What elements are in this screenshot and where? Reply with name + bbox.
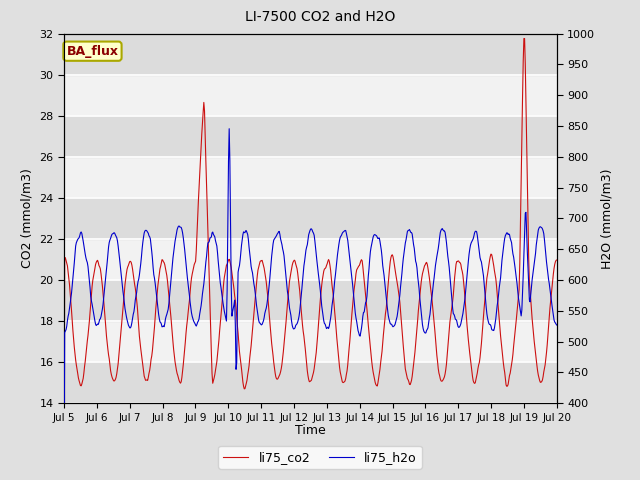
Text: LI-7500 CO2 and H2O: LI-7500 CO2 and H2O — [245, 10, 395, 24]
Bar — [64, 116, 557, 157]
Text: BA_flux: BA_flux — [67, 45, 118, 58]
Bar — [64, 362, 557, 403]
X-axis label: Time: Time — [295, 424, 326, 437]
Bar — [64, 34, 557, 75]
Y-axis label: CO2 (mmol/m3): CO2 (mmol/m3) — [20, 168, 34, 268]
Y-axis label: H2O (mmol/m3): H2O (mmol/m3) — [601, 168, 614, 269]
Bar — [64, 198, 557, 239]
Bar — [64, 280, 557, 321]
Legend: li75_co2, li75_h2o: li75_co2, li75_h2o — [218, 446, 422, 469]
